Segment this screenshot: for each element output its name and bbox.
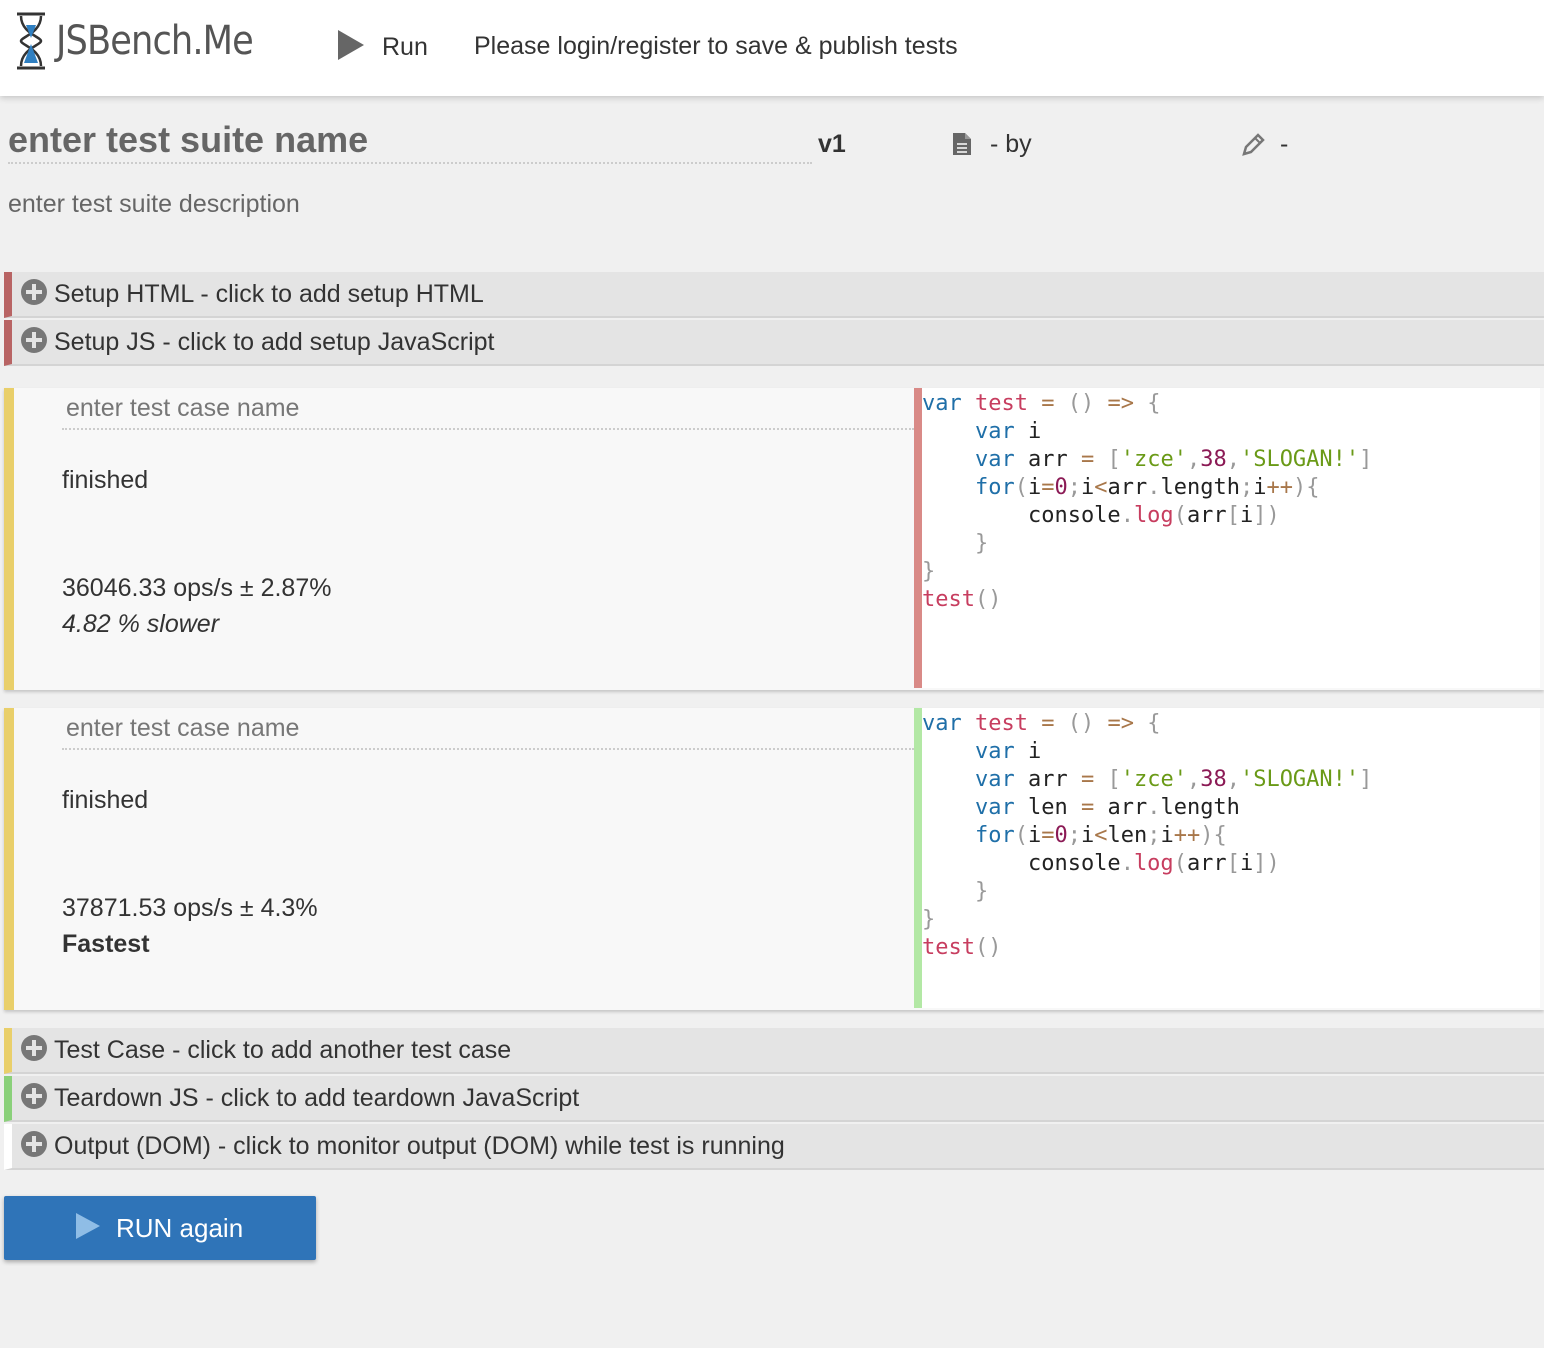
- plus-circle-icon: [20, 1082, 48, 1115]
- plus-circle-icon: [20, 278, 48, 311]
- top-navbar: JSBench.Me Run Please login/register to …: [0, 0, 1544, 96]
- code-line: var arr = ['zce',38,'SLOGAN!']: [974, 447, 1373, 472]
- run-again-label: RUN again: [116, 1212, 244, 1243]
- code-line: var len = arr.length: [974, 795, 1240, 820]
- logo-text: JSBench.Me: [56, 18, 254, 64]
- run-again-button[interactable]: RUN again: [4, 1196, 316, 1260]
- add-test-case-bar[interactable]: Test Case - click to add another test ca…: [4, 1028, 1544, 1074]
- suite-name-input[interactable]: enter test suite name: [8, 118, 812, 164]
- code-line: var arr = ['zce',38,'SLOGAN!']: [974, 767, 1373, 792]
- code-line: }: [974, 879, 989, 904]
- code-line: for(i=0;i<arr.length;i++){: [974, 475, 1320, 500]
- plus-circle-icon: [20, 1130, 48, 1163]
- code-line: console.log(arr[i]): [922, 851, 1280, 876]
- test-case-label: Test Case - click to add another test ca…: [54, 1035, 512, 1064]
- code-editor[interactable]: var test = () => { var i var arr = ['zce…: [914, 708, 1540, 1008]
- setup-js-bar[interactable]: Setup JS - click to add setup JavaScript: [4, 320, 1544, 366]
- document-icon[interactable]: [952, 132, 972, 161]
- code-line: test(): [922, 935, 1002, 960]
- setup-html-label: Setup HTML - click to add setup HTML: [54, 279, 484, 308]
- code-line: }: [974, 531, 989, 556]
- code-line: }: [922, 907, 936, 932]
- play-icon: [336, 28, 366, 67]
- teardown-js-bar[interactable]: Teardown JS - click to add teardown Java…: [4, 1076, 1544, 1122]
- login-register-link[interactable]: Please login/register to save & publish …: [474, 32, 958, 60]
- code-line: var test = () => {: [922, 391, 1161, 416]
- test-case-relative: 4.82 % slower: [62, 610, 220, 638]
- setup-js-label: Setup JS - click to add setup JavaScript: [54, 327, 495, 356]
- code-line: var i: [974, 739, 1042, 764]
- output-dom-bar[interactable]: Output (DOM) - click to monitor output (…: [4, 1124, 1544, 1170]
- test-case-panel: enter test case name finished 37871.53 o…: [4, 708, 1544, 1010]
- code-editor[interactable]: var test = () => { var i var arr = ['zce…: [914, 388, 1540, 688]
- teardown-js-label: Teardown JS - click to add teardown Java…: [54, 1083, 580, 1112]
- run-nav-label: Run: [382, 33, 428, 61]
- code-line: console.log(arr[i]): [922, 503, 1280, 528]
- plus-circle-icon: [20, 1034, 48, 1067]
- test-case-name-input[interactable]: enter test case name: [62, 394, 914, 430]
- run-nav-button[interactable]: Run: [336, 28, 428, 67]
- hourglass-icon: [14, 11, 48, 71]
- test-case-relative: Fastest: [62, 930, 150, 958]
- code-line: var test = () => {: [922, 711, 1161, 736]
- play-icon: [74, 1211, 102, 1246]
- code-line: test(): [922, 587, 1002, 612]
- logo[interactable]: JSBench.Me: [14, 10, 280, 72]
- pencil-icon[interactable]: [1240, 132, 1266, 163]
- test-case-panel: enter test case name finished 36046.33 o…: [4, 388, 1544, 690]
- author-by: - by: [990, 130, 1032, 158]
- suite-description-input[interactable]: enter test suite description: [8, 190, 300, 218]
- code-line: for(i=0;i<len;i++){: [974, 823, 1227, 848]
- suite-version: v1: [818, 130, 846, 158]
- setup-html-bar[interactable]: Setup HTML - click to add setup HTML: [4, 272, 1544, 318]
- output-dom-label: Output (DOM) - click to monitor output (…: [54, 1131, 785, 1160]
- code-line: }: [922, 559, 936, 584]
- test-case-ops: 37871.53 ops/s ± 4.3%: [62, 894, 318, 922]
- edit-date: -: [1280, 130, 1289, 158]
- code-line: var i: [974, 419, 1042, 444]
- plus-circle-icon: [20, 326, 48, 359]
- test-case-name-input[interactable]: enter test case name: [62, 714, 914, 750]
- test-case-status: finished: [62, 466, 149, 494]
- test-case-ops: 36046.33 ops/s ± 2.87%: [62, 574, 332, 602]
- test-case-status: finished: [62, 786, 149, 814]
